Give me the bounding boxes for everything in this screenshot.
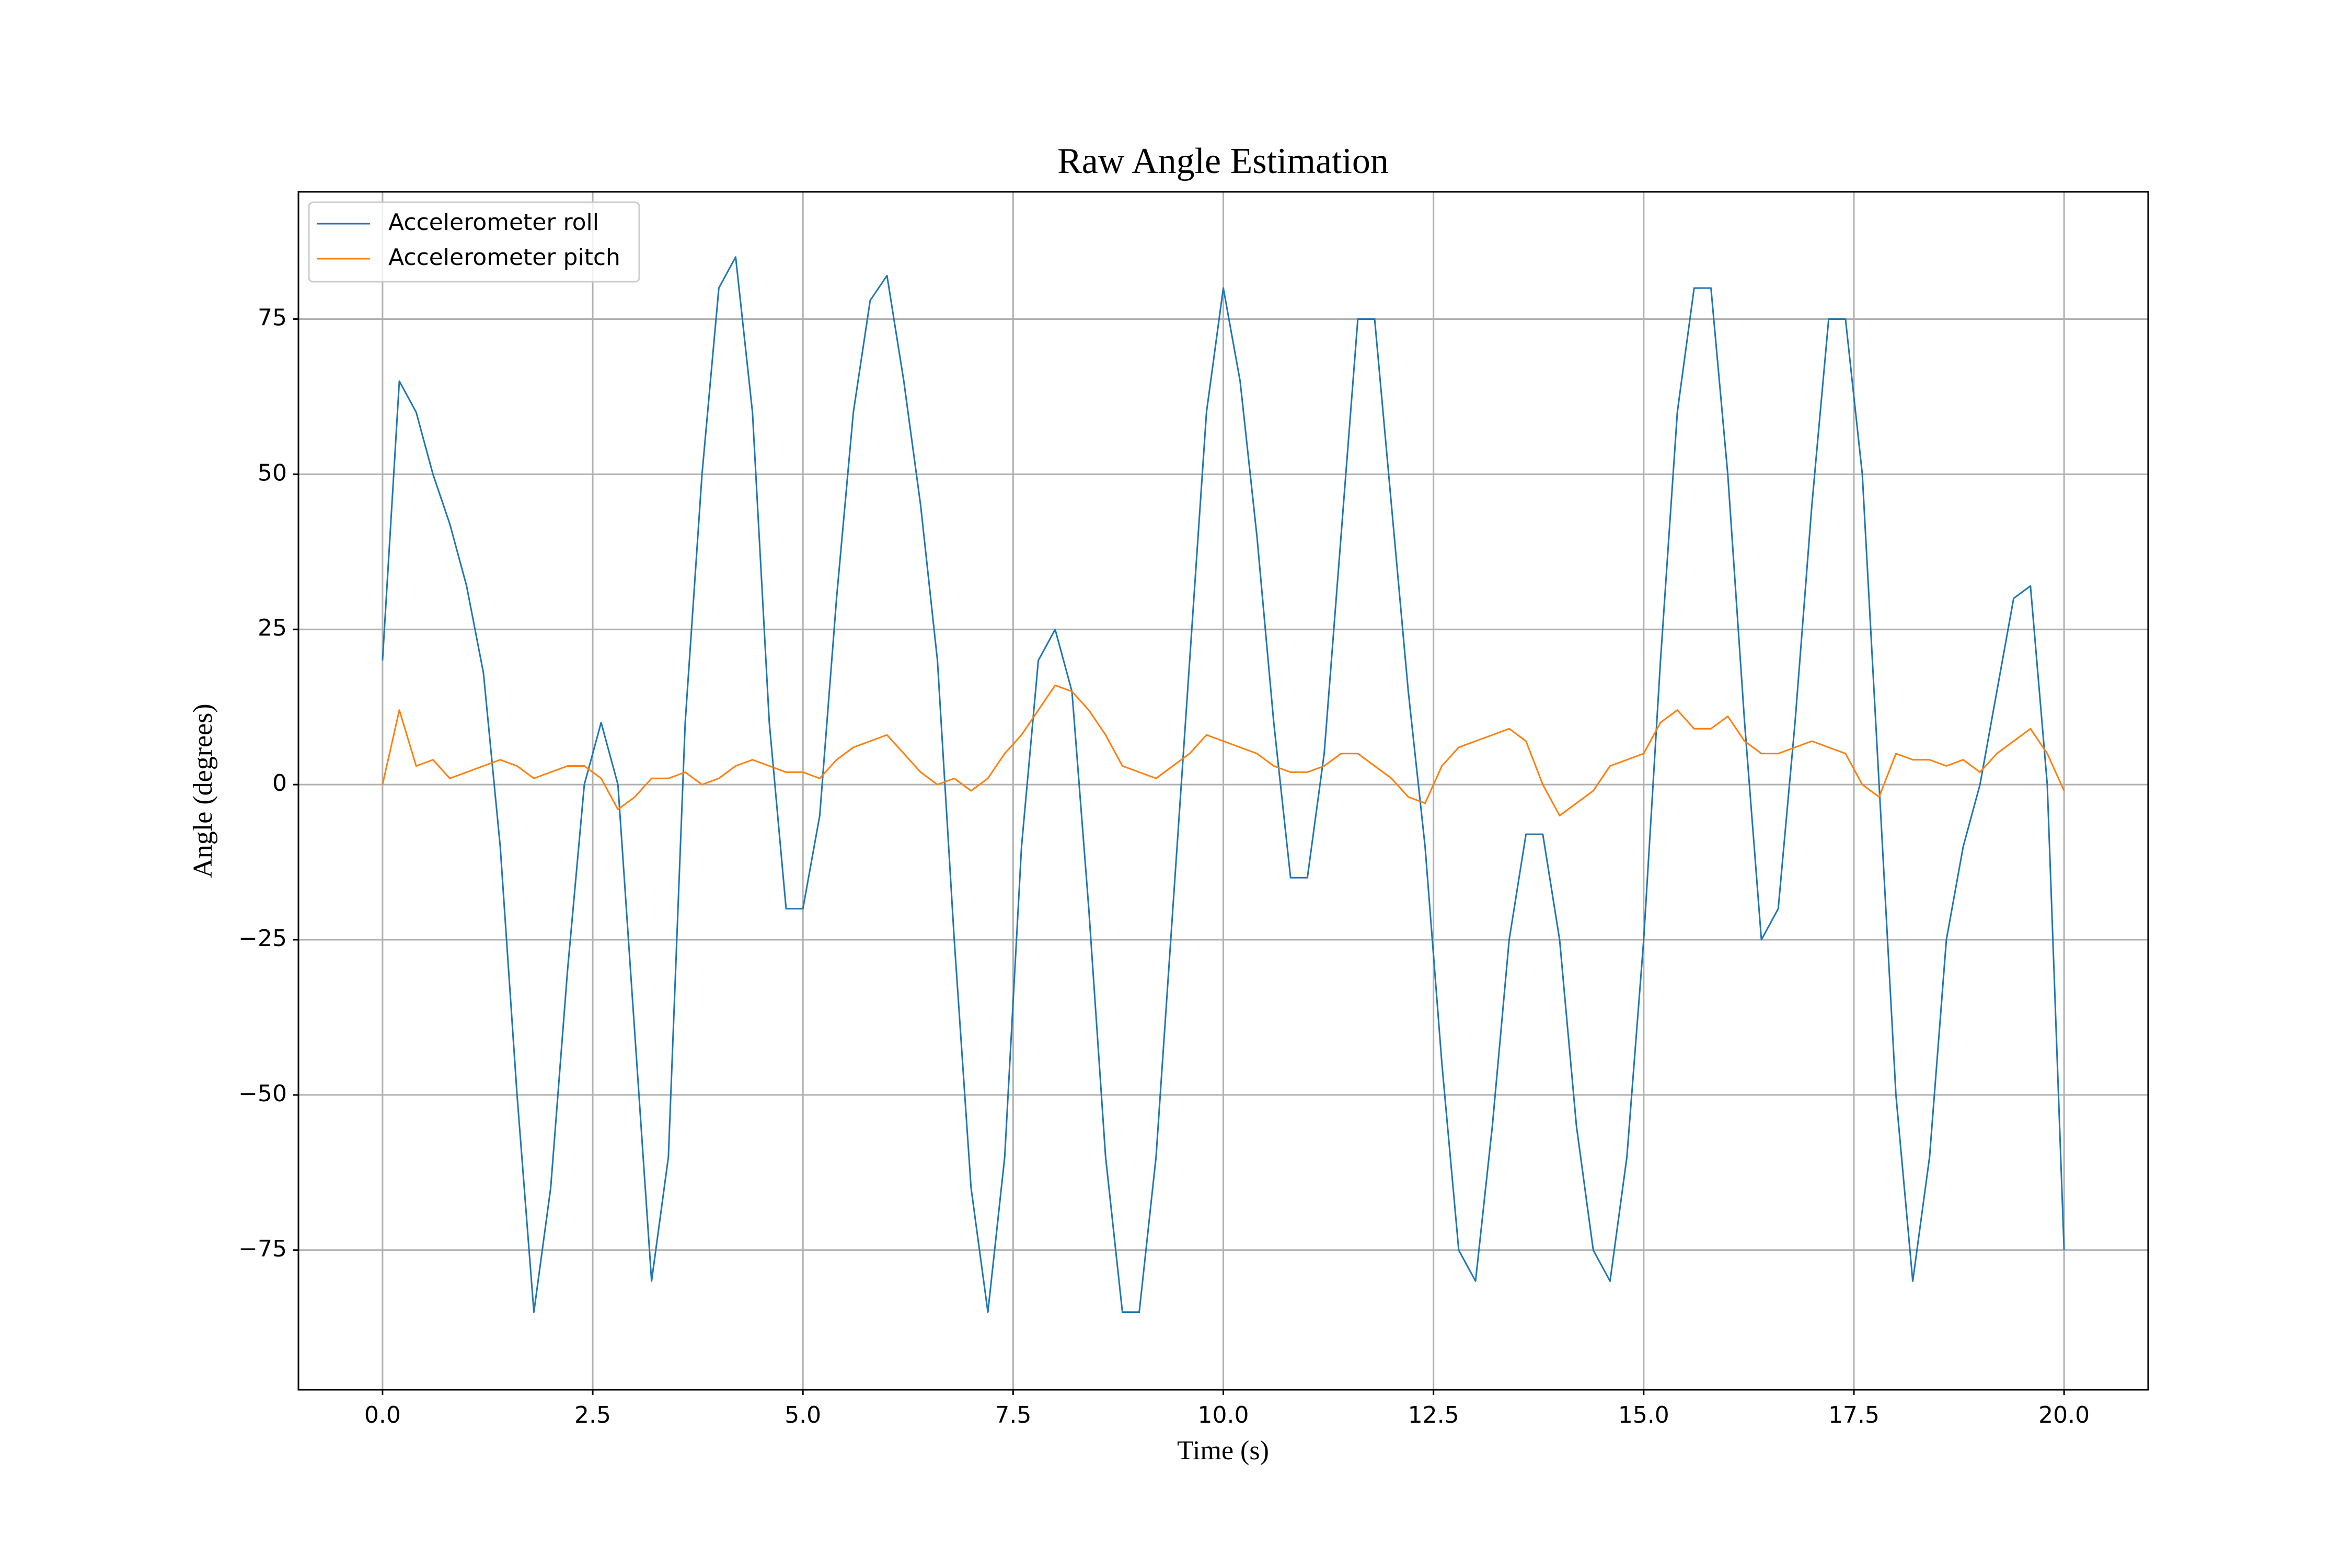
legend-label: Accelerometer roll [388,209,599,236]
data-line [382,256,2065,1313]
data-line [382,684,2065,816]
x-tick-label: 10.0 [1198,1402,1249,1428]
y-tick-label: −25 [238,925,287,952]
x-tick-label: 7.5 [995,1402,1031,1428]
x-tick-label: 5.0 [785,1402,821,1428]
y-tick-label: −50 [238,1080,287,1107]
x-tick-label: 0.0 [364,1402,401,1428]
x-tick-label: 17.5 [1828,1402,1880,1428]
x-axis-label: Time (s) [1177,1436,1269,1466]
y-tick-label: −75 [238,1236,287,1262]
y-tick-label: 75 [258,304,287,331]
y-tick-label: 0 [272,770,287,797]
ticks: 0.0 2.5 5.0 7.5 10.0 12.5 15.0 17.5 20.0 −75 −50 −2… [238,304,2090,1428]
y-axis-label: Angle (degrees) [188,704,218,878]
y-tick-label: 25 [258,615,287,641]
chart-title: Raw Angle Estimation [1057,141,1389,181]
legend-label: Accelerometer pitch [388,244,620,271]
y-tick-label: 50 [258,459,287,486]
x-tick-label: 2.5 [574,1402,611,1428]
x-tick-label: 20.0 [2038,1402,2090,1428]
legend-box [308,201,640,283]
plot-lines [382,256,2065,1313]
legend: Accelerometer roll Accelerometer pitch [308,201,640,283]
x-tick-label: 12.5 [1408,1402,1459,1428]
x-tick-label: 15.0 [1618,1402,1669,1428]
